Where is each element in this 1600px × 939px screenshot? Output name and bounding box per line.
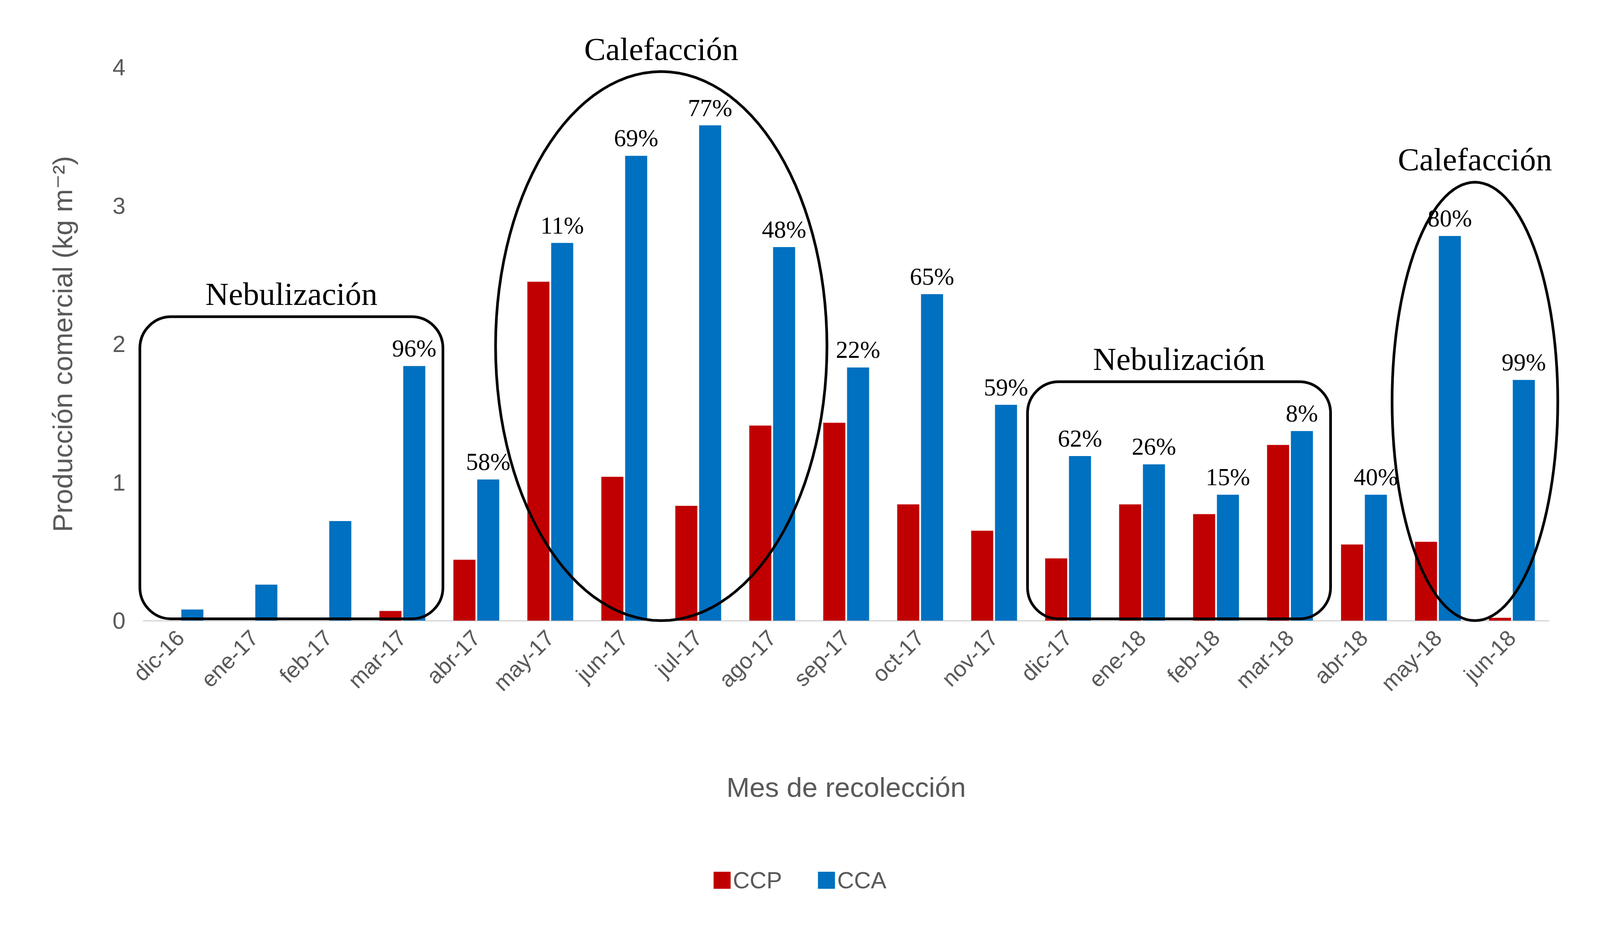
svg-text:22%: 22% (836, 336, 881, 364)
svg-text:62%: 62% (1057, 424, 1103, 452)
svg-text:abr-18: abr-18 (1309, 624, 1374, 689)
svg-text:ene-18: ene-18 (1084, 624, 1152, 693)
svg-text:may-18: may-18 (1376, 624, 1447, 696)
svg-text:Nebulización: Nebulización (1092, 341, 1266, 378)
svg-text:Producción comercial (kg m⁻²): Producción comercial (kg m⁻²) (47, 156, 79, 533)
svg-text:Calefacción: Calefacción (1397, 141, 1553, 178)
svg-text:dic-16: dic-16 (128, 624, 190, 686)
svg-text:2: 2 (112, 330, 126, 357)
svg-text:48%: 48% (762, 216, 807, 243)
svg-text:jul-17: jul-17 (650, 624, 707, 682)
svg-text:11%: 11% (540, 212, 585, 239)
svg-text:CCP: CCP (732, 867, 783, 894)
svg-text:Mes de recolección: Mes de recolección (726, 771, 966, 803)
svg-text:40%: 40% (1353, 463, 1399, 491)
svg-text:jun-17: jun-17 (570, 624, 634, 688)
svg-text:8%: 8% (1285, 399, 1319, 427)
svg-text:Calefacción: Calefacción (584, 31, 739, 68)
svg-text:4: 4 (112, 54, 126, 81)
svg-text:15%: 15% (1205, 463, 1251, 491)
svg-text:58%: 58% (466, 448, 511, 476)
svg-text:99%: 99% (1501, 348, 1547, 376)
svg-text:mar-18: mar-18 (1231, 624, 1300, 694)
svg-text:69%: 69% (614, 124, 659, 152)
svg-text:ago-17: ago-17 (714, 624, 782, 693)
svg-text:sep-17: sep-17 (789, 624, 856, 692)
svg-text:26%: 26% (1131, 433, 1177, 460)
svg-text:77%: 77% (688, 94, 733, 122)
svg-text:0: 0 (112, 607, 126, 634)
svg-text:may-17: may-17 (488, 624, 560, 696)
svg-text:mar-17: mar-17 (343, 624, 412, 694)
svg-text:nov-17: nov-17 (936, 624, 1004, 692)
svg-text:dic-17: dic-17 (1015, 624, 1077, 686)
svg-text:3: 3 (112, 192, 126, 219)
svg-text:ene-17: ene-17 (196, 624, 264, 693)
svg-text:abr-17: abr-17 (421, 624, 486, 689)
svg-text:80%: 80% (1427, 205, 1473, 232)
svg-text:65%: 65% (910, 263, 955, 291)
svg-text:Nebulización: Nebulización (205, 276, 378, 313)
svg-text:CCA: CCA (837, 867, 887, 894)
svg-text:oct-17: oct-17 (867, 624, 929, 687)
svg-text:96%: 96% (392, 334, 437, 362)
svg-text:1: 1 (112, 469, 126, 496)
svg-text:59%: 59% (984, 373, 1029, 401)
svg-text:feb-18: feb-18 (1162, 624, 1225, 688)
svg-text:jun-18: jun-18 (1458, 624, 1521, 688)
svg-text:feb-17: feb-17 (274, 624, 338, 688)
